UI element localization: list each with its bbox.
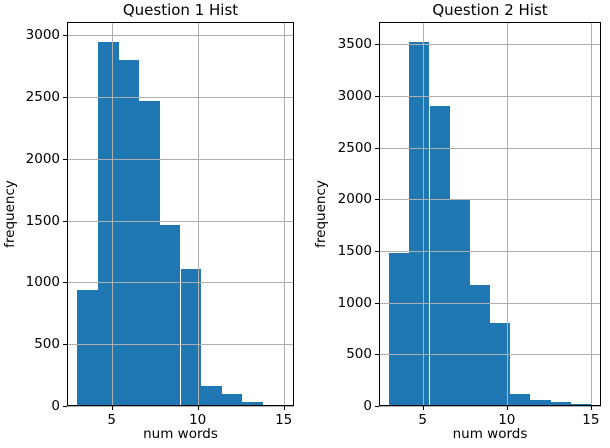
y-tick-mark (375, 147, 379, 149)
y-tick-mark (63, 35, 67, 36)
x-gridline (197, 22, 199, 406)
y-tick-mark (63, 96, 67, 98)
x-gridline (506, 22, 508, 406)
y-tick-label: 2000 (25, 150, 60, 167)
y-tick-label: 500 (346, 346, 372, 363)
histogram-bar (510, 393, 531, 406)
x-tick-mark (506, 406, 508, 410)
y-gridline (67, 96, 294, 98)
histogram-bar (530, 399, 551, 406)
histogram-bar (409, 42, 430, 406)
x-tick-label: 10 (498, 412, 516, 428)
x-tick-mark (422, 406, 424, 410)
x-tick-mark (197, 406, 199, 410)
chart2-x-axis-label: num words (452, 426, 528, 442)
chart1-title: Question 1 Hist (122, 1, 239, 19)
x-tick-mark (283, 406, 285, 410)
y-gridline (67, 282, 294, 284)
x-gridline (422, 22, 424, 406)
histogram-bar (159, 224, 181, 406)
y-tick-mark (375, 302, 379, 304)
y-tick-label: 3000 (337, 87, 372, 104)
y-tick-mark (63, 220, 67, 222)
y-gridline (379, 147, 601, 149)
y-tick-label: 2500 (337, 139, 372, 156)
x-gridline (590, 22, 592, 406)
chart1-plot-area (67, 22, 294, 407)
x-tick-mark (590, 406, 592, 410)
y-gridline (379, 406, 601, 407)
y-tick-mark (375, 199, 379, 201)
histogram-bar (201, 385, 222, 406)
y-tick-label: 1500 (337, 243, 372, 259)
chart2-y-axis-label: frequency (313, 180, 329, 248)
y-tick-label: 500 (34, 336, 60, 353)
chart2-plot-area (379, 22, 601, 407)
x-tick-label: 5 (418, 412, 427, 428)
y-tick-mark (63, 282, 67, 284)
y-gridline (67, 344, 294, 346)
y-tick-label: 0 (363, 398, 372, 414)
y-tick-mark (63, 406, 67, 407)
y-tick-mark (375, 354, 379, 356)
y-gridline (379, 251, 601, 252)
histogram-bar (118, 59, 140, 406)
y-tick-mark (63, 158, 67, 160)
histogram-bar (77, 289, 98, 406)
x-tick-label: 5 (107, 412, 116, 428)
y-tick-label: 1000 (25, 274, 60, 291)
histogram-bar (389, 253, 410, 406)
histogram-bar (469, 285, 490, 406)
x-gridline (111, 22, 113, 406)
y-gridline (379, 302, 601, 304)
y-gridline (379, 354, 601, 356)
y-gridline (379, 44, 601, 46)
y-tick-label: 1000 (337, 294, 372, 311)
x-tick-mark (111, 406, 113, 410)
histogram-bar (139, 100, 160, 406)
y-tick-mark (375, 95, 379, 97)
y-tick-mark (375, 44, 379, 46)
y-gridline (67, 35, 294, 36)
y-gridline (67, 220, 294, 222)
x-tick-label: 10 (189, 412, 207, 428)
y-tick-mark (375, 406, 379, 407)
y-gridline (67, 158, 294, 160)
histogram-bar (180, 268, 202, 406)
histogram-bar (98, 42, 119, 406)
y-gridline (67, 406, 294, 407)
chart2-title: Question 2 Hist (432, 1, 548, 19)
histogram-bar (221, 393, 243, 406)
x-gridline (283, 22, 285, 406)
y-gridline (379, 95, 601, 97)
y-tick-label: 2000 (337, 191, 372, 208)
chart1-y-axis-label: frequency (2, 180, 18, 248)
y-tick-label: 1500 (25, 212, 60, 229)
histogram-bar (429, 106, 450, 406)
y-tick-label: 0 (51, 398, 60, 414)
histogram-bar (550, 402, 571, 406)
chart1-x-axis-label: num words (143, 426, 218, 442)
x-tick-label: 15 (582, 412, 600, 428)
y-tick-mark (375, 251, 379, 252)
y-tick-label: 2500 (25, 88, 60, 105)
histogram-bar (490, 323, 511, 406)
y-tick-label: 3500 (337, 36, 372, 53)
y-gridline (379, 199, 601, 201)
histogram-bar (242, 401, 263, 406)
x-tick-label: 15 (275, 412, 293, 428)
y-tick-label: 3000 (25, 27, 60, 43)
y-tick-mark (63, 344, 67, 346)
